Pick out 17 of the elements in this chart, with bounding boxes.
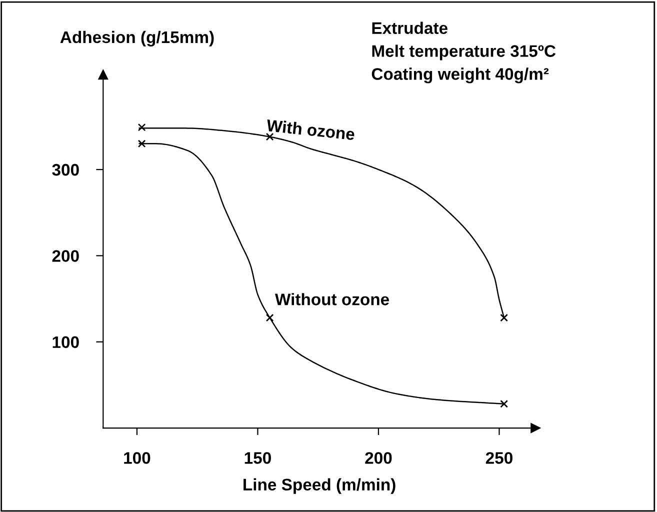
y-axis-title: Adhesion (g/15mm)	[60, 30, 214, 46]
x-tick-label: 150	[244, 452, 271, 464]
annotation: With ozone	[266, 118, 356, 140]
annotation: Without ozone	[274, 293, 390, 306]
text: Melt temperature 315ºC	[372, 44, 556, 60]
x-tick-label: 100	[124, 452, 150, 464]
x-tick-label: 250	[486, 452, 512, 464]
x-tick-label: 200	[365, 452, 392, 464]
y-tick-label: 200	[52, 250, 79, 262]
text: Extrudate	[372, 22, 448, 34]
y-tick-label: 300	[52, 164, 79, 176]
point	[500, 314, 508, 322]
x-axis-title: Line Speed (m/min)	[244, 478, 396, 494]
point	[500, 400, 508, 408]
point	[266, 314, 274, 322]
annotation: Coating weight 40g/m²	[372, 68, 549, 84]
y-tick-label: 100	[52, 336, 79, 348]
